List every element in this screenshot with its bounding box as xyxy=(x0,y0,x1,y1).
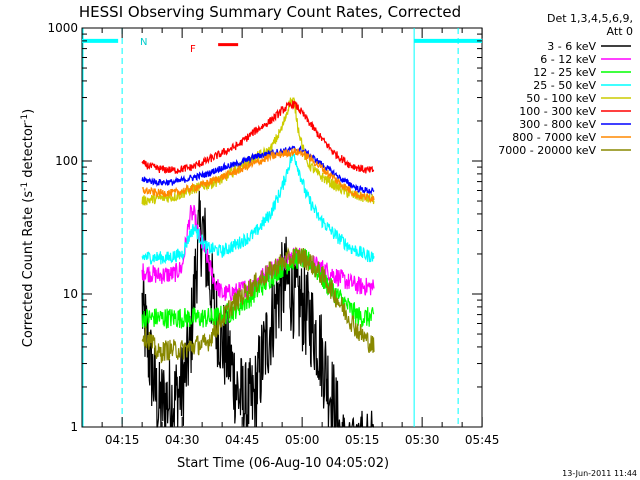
y-tick-label: 10 xyxy=(63,287,78,301)
x-axis: 04:15 04:30 04:45 05:00 05:15 05:30 05:45 xyxy=(101,28,500,447)
plot-frame xyxy=(81,27,483,428)
series-line xyxy=(141,148,375,203)
series-line xyxy=(141,100,375,175)
series-line xyxy=(141,204,375,301)
annotations-layer: N F xyxy=(82,28,482,427)
series-line xyxy=(141,145,375,196)
x-axis-label: Start Time (06-Aug-10 04:05:02) xyxy=(177,456,389,471)
x-tick-label: 04:30 xyxy=(165,433,200,447)
chart-title: HESSI Observing Summary Count Rates, Cor… xyxy=(79,3,461,21)
footer-date: 13-Jun-2011 11:44 xyxy=(562,469,637,478)
y-axis: 1 10 100 1000 xyxy=(47,21,482,434)
x-tick-label: 05:30 xyxy=(405,433,440,447)
legend-entry-label: 7000 - 20000 keV xyxy=(498,144,596,157)
y-axis-label-main: Corrected Count Rate (s xyxy=(21,191,36,348)
flare-label: F xyxy=(190,44,196,55)
legend-entry-label: 3 - 6 keV xyxy=(547,40,596,53)
x-tick-label: 05:45 xyxy=(465,433,500,447)
y-axis-label-sup2: -1 xyxy=(20,114,30,123)
series-line xyxy=(141,246,375,364)
legend-entry-label: 25 - 50 keV xyxy=(533,79,596,92)
series-layer xyxy=(141,97,375,428)
legend-title-2: Att 0 xyxy=(607,25,633,38)
y-axis-label-end: ) xyxy=(21,109,36,114)
y-tick-label: 1 xyxy=(70,420,78,434)
x-tick-label: 04:15 xyxy=(105,433,140,447)
legend-entry-label: 50 - 100 keV xyxy=(526,92,596,105)
legend-title-1: Det 1,3,4,5,6,9, xyxy=(547,12,633,25)
y-tick-label: 1000 xyxy=(47,21,78,35)
y-axis-label: Corrected Count Rate (s-1 detector-1) xyxy=(20,109,36,347)
legend-entry-label: 12 - 25 keV xyxy=(533,66,596,79)
series-line xyxy=(141,151,375,265)
night-label: N xyxy=(140,37,147,48)
legend-entry-label: 6 - 12 keV xyxy=(540,53,596,66)
y-axis-label-mid: detector xyxy=(21,122,36,182)
x-tick-label: 05:15 xyxy=(345,433,380,447)
legend-entry-label: 800 - 7000 keV xyxy=(512,131,596,144)
series-line xyxy=(141,190,375,428)
legend-entry-label: 100 - 300 keV xyxy=(519,105,596,118)
y-tick-label: 100 xyxy=(55,154,78,168)
x-tick-label: 04:45 xyxy=(225,433,260,447)
x-tick-label: 05:00 xyxy=(285,433,320,447)
y-axis-label-sup1: -1 xyxy=(20,182,30,191)
legend-entry-label: 300 - 800 keV xyxy=(519,118,596,131)
